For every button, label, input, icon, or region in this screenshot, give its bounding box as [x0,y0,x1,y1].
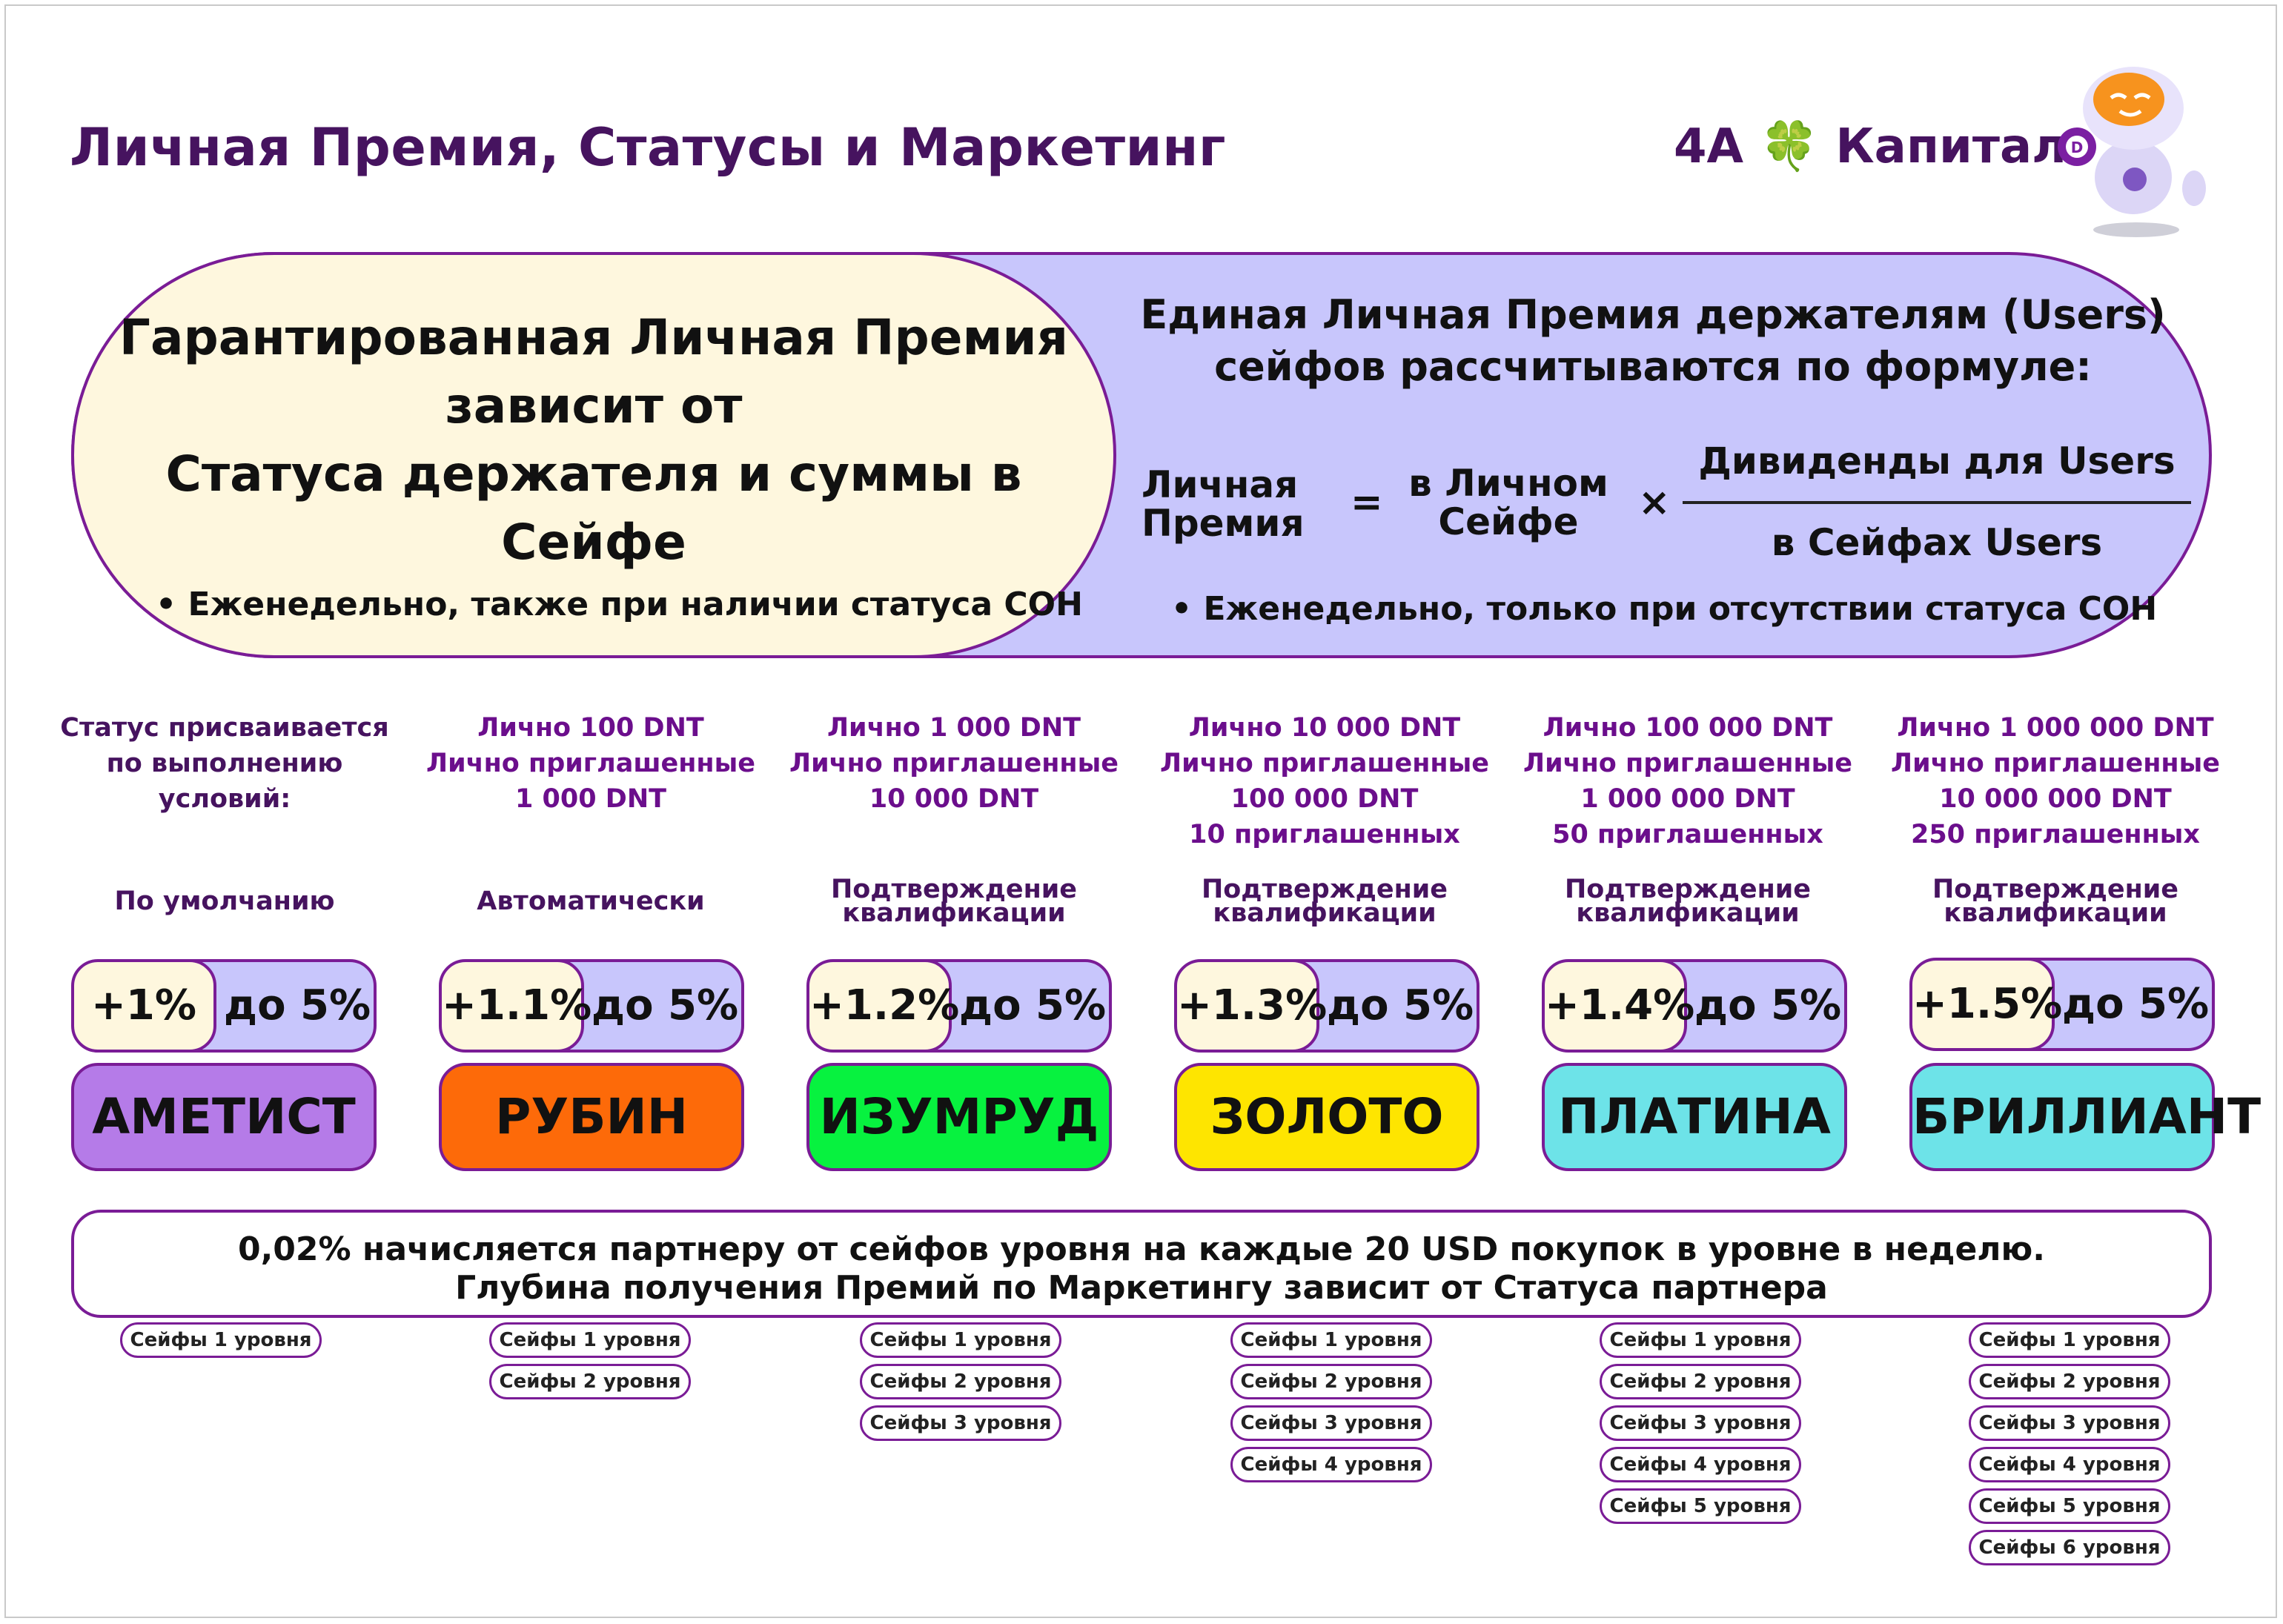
guaranteed-bullet: • Еженедельно, также при наличии статуса… [156,586,1083,623]
level-pill: Сейфы 2 уровня [1969,1364,2170,1399]
status-badge-diamond: БРИЛЛИАНТ [1909,1063,2261,1171]
guaranteed-premium-panel [71,252,1116,658]
formula-times: × [1638,480,1671,525]
marketing-line-1: 0,02% начисляется партнеру от сейфов уро… [237,1230,2046,1268]
status-confirm-platinum: Подтверждение квалификации [1564,875,1812,928]
status-conditions-emerald: Лично 1 000 DNT Лично приглашенные 10 00… [789,713,1119,814]
bonus-pill-emerald: +1.2% до 5% [806,959,1112,1053]
status-badge-ruby: РУБИН [439,1063,744,1171]
formula-in-personal-safe: в Личном Сейфе [1408,462,1608,543]
unified-bullet: • Еженедельно, только при отсутствии ста… [1171,590,2158,628]
level-pill: Сейфы 3 уровня [1600,1405,1801,1441]
bonus-pill-amethyst: +1% до 5% [71,959,377,1053]
status-confirm-ruby: Автоматически [477,886,705,916]
level-pill: Сейфы 6 уровня [1969,1530,2170,1565]
level-pill: Сейфы 2 уровня [489,1364,691,1399]
status-badge-platinum: ПЛАТИНА [1542,1063,1847,1171]
brand-logo: 4А 🍀 Капитал [1674,119,2067,174]
level-pill: Сейфы 4 уровня [1230,1447,1432,1482]
status-badge-emerald: ИЗУМРУД [806,1063,1112,1171]
formula-numerator: Дивиденды для Users [1698,440,2176,483]
level-pill: Сейфы 1 уровня [1230,1322,1432,1358]
bonus-value: +1.3% [1177,981,1328,1030]
level-pill: Сейфы 1 уровня [120,1322,322,1358]
level-pill: Сейфы 2 уровня [860,1364,1061,1399]
bonus-value: +1.2% [809,981,960,1030]
bonus-value: +1% [91,981,196,1030]
formula-fraction-line [1683,501,2191,504]
bonus-value: +1.4% [1545,981,1695,1030]
unified-line-1: Единая Личная Премия держателям (Users) [1140,291,2166,338]
clover-icon: 🍀 [1760,119,1820,174]
status-conditions-platinum: Лично 100 000 DNT Лично приглашенные 1 0… [1523,713,1852,849]
unified-heading: Единая Личная Премия держателям (Users) … [1127,289,2179,393]
status-badge-gold: ЗОЛОТО [1174,1063,1480,1171]
bonus-max: до 5% [591,981,739,1030]
status-badge-amethyst: АМЕТИСТ [71,1063,377,1171]
level-pill: Сейфы 1 уровня [1600,1322,1801,1358]
robot-mascot-icon: D [2058,67,2206,237]
guaranteed-heading: Гарантированная Личная Премия зависит от… [71,304,1116,577]
formula-personal-premium: Личная Премия [1142,463,1305,545]
guaranteed-line-2: зависит от [445,377,743,434]
marketing-info-box: 0,02% начисляется партнеру от сейфов уро… [71,1210,2212,1318]
page-title: Личная Премия, Статусы и Маркетинг [70,117,1227,178]
default-label: По умолчанию [114,886,335,916]
bonus-max: до 5% [1694,981,1842,1030]
level-pill: Сейфы 4 уровня [1969,1447,2170,1482]
level-pill: Сейфы 3 уровня [1230,1405,1432,1441]
formula-denominator: в Сейфах Users [1771,521,2103,564]
level-pill: Сейфы 2 уровня [1230,1364,1432,1399]
brand-name: Капитал [1835,119,2067,174]
bonus-max: до 5% [223,981,371,1030]
brand-prefix: 4А [1674,119,1744,174]
status-conditions-ruby: Лично 100 DNT Лично приглашенные 1 000 D… [426,713,755,814]
status-confirm-emerald: Подтверждение квалификации [830,875,1078,928]
level-pill: Сейфы 1 уровня [1969,1322,2170,1358]
status-conditions-diamond: Лично 1 000 000 DNT Лично приглашенные 1… [1891,713,2220,849]
condition-intro: Статус присваивается по выполнению услов… [60,713,389,814]
bonus-pill-diamond: +1.5% до 5% [1909,958,2215,1051]
bonus-pill-ruby: +1.1% до 5% [439,959,744,1053]
marketing-line-2: Глубина получения Премий по Маркетингу з… [455,1269,1828,1307]
status-conditions-gold: Лично 10 000 DNT Лично приглашенные 100 … [1160,713,1489,849]
level-pill: Сейфы 1 уровня [489,1322,691,1358]
status-confirm-diamond: Подтверждение квалификации [1932,875,2179,928]
bonus-max: до 5% [2061,980,2210,1028]
level-pill: Сейфы 4 уровня [1600,1447,1801,1482]
level-pill: Сейфы 3 уровня [1969,1405,2170,1441]
svg-text:D: D [2071,139,2084,156]
status-confirm-gold: Подтверждение квалификации [1201,875,1448,928]
bonus-value: +1.1% [442,981,592,1030]
bonus-max: до 5% [1326,981,1474,1030]
guaranteed-line-3: Статуса держателя и суммы в Сейфе [165,445,1022,571]
level-pill: Сейфы 2 уровня [1600,1364,1801,1399]
level-pill: Сейфы 5 уровня [1600,1488,1801,1524]
formula-equals: = [1351,480,1383,525]
bonus-pill-gold: +1.3% до 5% [1174,959,1480,1053]
unified-line-2: сейфов рассчитываются по формуле: [1214,343,2092,390]
page-frame [4,4,2277,1618]
level-pill: Сейфы 3 уровня [860,1405,1061,1441]
bonus-pill-platinum: +1.4% до 5% [1542,959,1847,1053]
bonus-value: +1.5% [1912,980,2063,1028]
level-pill: Сейфы 5 уровня [1969,1488,2170,1524]
bonus-max: до 5% [958,981,1107,1030]
guaranteed-line-1: Гарантированная Личная Премия [119,309,1069,366]
level-pill: Сейфы 1 уровня [860,1322,1061,1358]
